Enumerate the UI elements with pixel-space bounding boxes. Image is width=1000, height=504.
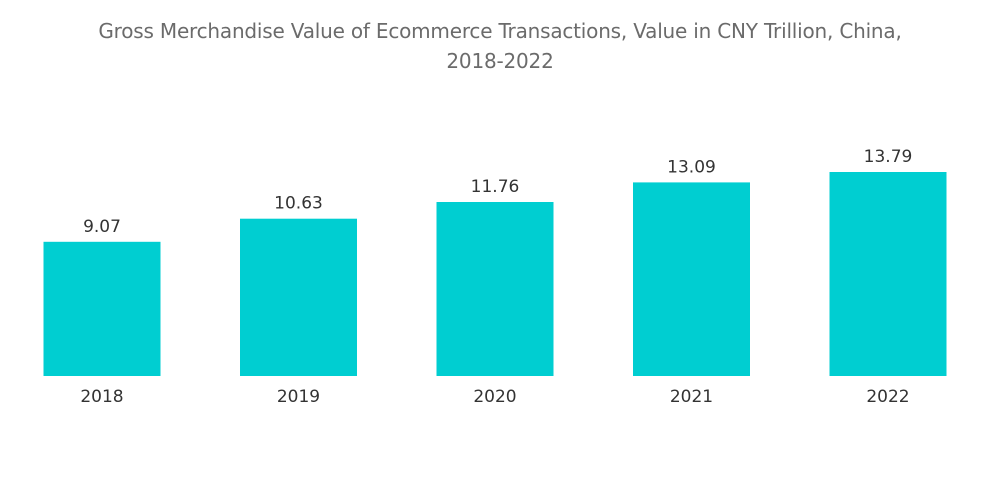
chart-subtitle: 2018-2022 <box>446 49 554 73</box>
bar-2020 <box>436 202 554 376</box>
value-label-2021: 13.09 <box>667 157 716 177</box>
bars-group <box>43 172 947 376</box>
value-label-2020: 11.76 <box>471 177 520 197</box>
value-label-2018: 9.07 <box>83 217 121 237</box>
value-labels-group: 9.07 10.63 11.76 13.09 13.79 <box>83 147 912 237</box>
bar-2019 <box>240 218 357 376</box>
x-tick-label-2019: 2019 <box>277 387 320 407</box>
value-label-2022: 13.79 <box>864 147 913 167</box>
x-axis-ticks-group: 2018 2019 2020 2021 2022 <box>80 387 909 407</box>
chart-title: Gross Merchandise Value of Ecommerce Tra… <box>98 19 902 43</box>
value-label-2019: 10.63 <box>274 194 323 214</box>
bar-2018 <box>43 241 161 376</box>
bar-2021 <box>633 182 750 376</box>
x-tick-label-2020: 2020 <box>473 387 516 407</box>
x-tick-label-2018: 2018 <box>80 387 123 407</box>
x-tick-label-2022: 2022 <box>866 387 909 407</box>
chart-title-block: Gross Merchandise Value of Ecommerce Tra… <box>0 16 1000 76</box>
bar-2022 <box>829 172 947 376</box>
x-tick-label-2021: 2021 <box>670 387 713 407</box>
